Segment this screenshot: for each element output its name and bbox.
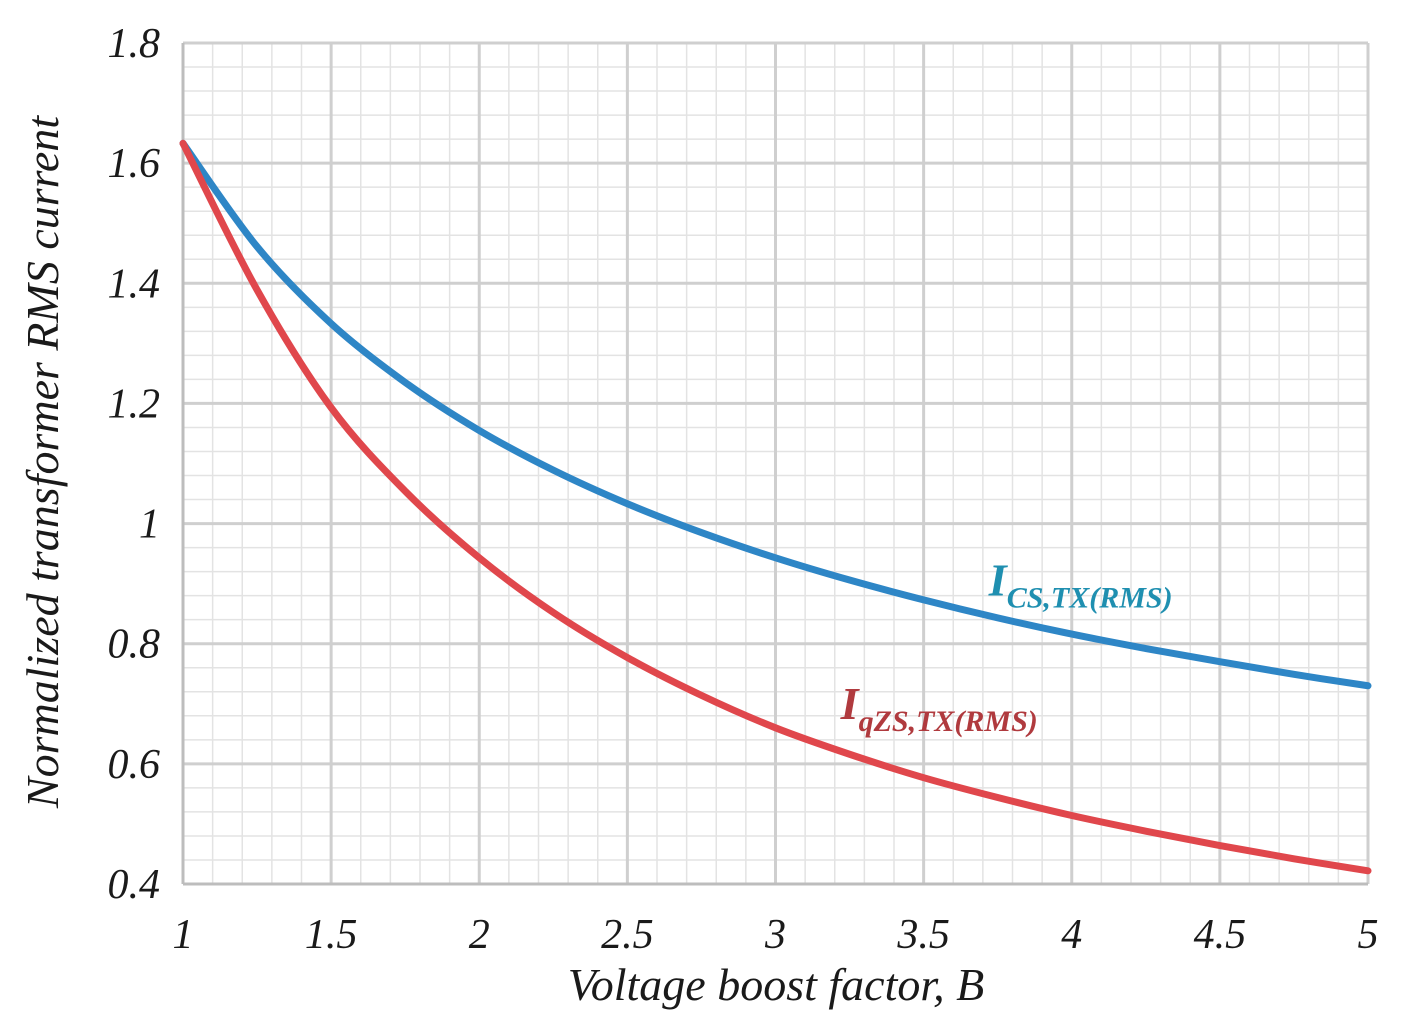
x-tick-label: 3.5 [896,912,950,958]
x-tick-labels: 1 1.5 2 2.5 3 3.5 4 4.5 5 [173,912,1379,958]
y-tick-label: 0.6 [108,742,161,788]
x-axis-title: Voltage boost factor, B [568,959,985,1010]
y-tick-label: 1.6 [108,141,161,187]
series-label-subscript: qZS,TX(RMS) [859,705,1038,738]
series-labels: ICS,TX(RMS)IqZS,TX(RMS) [840,555,1173,738]
series-label-main: I [988,555,1009,606]
y-tick-label: 1.2 [108,381,161,427]
series-label-1: IqZS,TX(RMS) [840,678,1038,738]
x-tick-label: 4.5 [1194,912,1247,958]
y-axis-title: Normalized transformer RMS current [17,115,68,809]
series-label-subscript: CS,TX(RMS) [1007,582,1173,615]
series-lines [179,139,1372,875]
y-tick-labels: 0.4 0.6 0.8 1 1.2 1.4 1.6 1.8 [108,21,161,908]
series-label-0: ICS,TX(RMS) [988,555,1173,615]
major-grid [181,41,1370,886]
series-label-main: I [840,678,861,729]
x-tick-label: 5 [1358,912,1379,958]
series-line-0 [179,139,1372,690]
x-tick-label: 4 [1061,912,1082,958]
series-line-1 [179,139,1372,875]
y-tick-label: 1.8 [108,21,161,67]
x-tick-label: 1.5 [305,912,358,958]
x-tick-label: 2 [469,912,490,958]
y-tick-label: 1.4 [108,261,161,307]
x-tick-label: 3 [764,912,786,958]
x-tick-label: 1 [173,912,194,958]
y-tick-label: 1 [139,502,160,548]
y-tick-label: 0.8 [108,622,161,668]
axes [181,43,1368,886]
x-tick-label: 2.5 [601,912,654,958]
y-tick-label: 0.4 [108,862,161,908]
